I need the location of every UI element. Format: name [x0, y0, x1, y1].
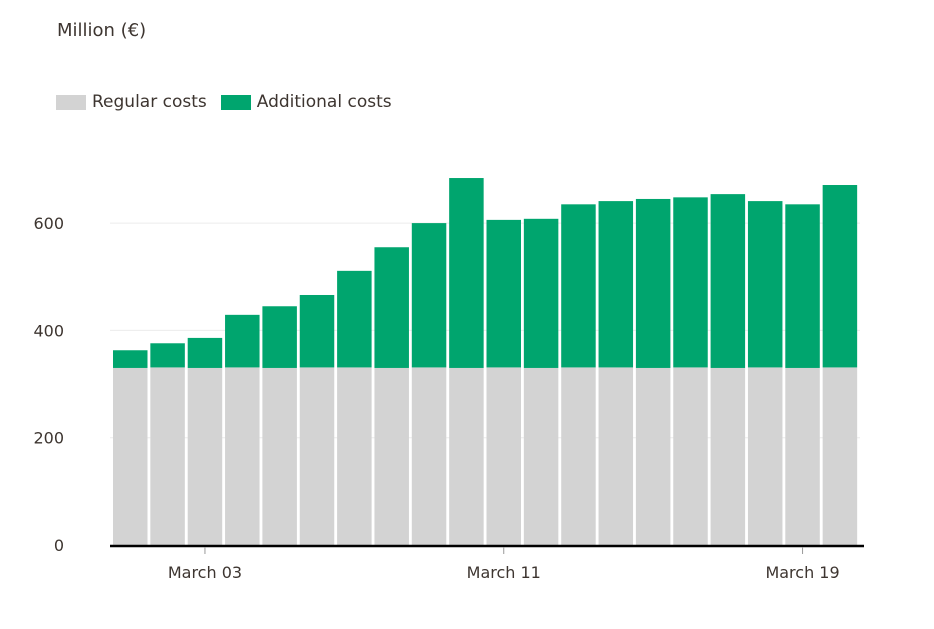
- bar-additional-costs: [486, 219, 521, 368]
- bar-additional-costs: [113, 350, 148, 368]
- y-tick-label: 400: [33, 321, 64, 340]
- bar-regular-costs: [561, 367, 596, 545]
- y-axis-unit-label: Million (€): [57, 20, 147, 41]
- bar-additional-costs: [710, 194, 746, 368]
- bar-additional-costs: [561, 204, 596, 368]
- bar-additional-costs: [374, 247, 409, 368]
- bar-additional-costs: [150, 343, 185, 368]
- bar-additional-costs: [523, 218, 559, 368]
- legend-swatch-regular: [56, 94, 86, 110]
- bar-additional-costs: [187, 337, 223, 368]
- bar-additional-costs: [337, 270, 372, 368]
- legend-label-regular: Regular costs: [92, 92, 207, 112]
- bar-regular-costs: [673, 367, 708, 545]
- bar-additional-costs: [635, 198, 671, 368]
- bar-additional-costs: [673, 197, 708, 368]
- bar-additional-costs: [411, 223, 447, 368]
- legend-label-additional: Additional costs: [256, 92, 392, 112]
- bar-regular-costs: [598, 367, 634, 545]
- bar-additional-costs: [598, 201, 634, 368]
- bar-regular-costs: [262, 367, 297, 545]
- y-tick-label: 200: [33, 429, 64, 448]
- bar-regular-costs: [299, 367, 335, 545]
- x-tick-label: March 11: [467, 563, 541, 582]
- bar-regular-costs: [523, 367, 559, 545]
- x-tick-label: March 19: [765, 563, 839, 582]
- y-tick-label: 600: [33, 214, 64, 233]
- bar-additional-costs: [225, 314, 260, 368]
- bar-regular-costs: [635, 367, 671, 545]
- bar-additional-costs: [785, 204, 820, 368]
- bar-regular-costs: [187, 367, 223, 545]
- bar-additional-costs: [299, 294, 335, 368]
- bar-regular-costs: [411, 367, 447, 545]
- bar-regular-costs: [486, 367, 521, 545]
- bar-regular-costs: [822, 367, 858, 545]
- bar-regular-costs: [337, 367, 372, 545]
- legend-item-additional: Additional costs: [220, 92, 392, 112]
- bar-regular-costs: [747, 367, 783, 545]
- bar-regular-costs: [150, 367, 185, 545]
- legend-item-regular: Regular costs: [56, 92, 207, 112]
- y-tick-label: 0: [54, 536, 64, 555]
- bar-regular-costs: [225, 367, 260, 545]
- bar-additional-costs: [822, 185, 858, 368]
- legend: Regular costs Additional costs: [56, 92, 406, 112]
- legend-swatch-additional: [220, 94, 251, 110]
- bar-regular-costs: [785, 367, 820, 545]
- bar-additional-costs: [262, 306, 297, 368]
- bar-regular-costs: [449, 367, 484, 545]
- bar-regular-costs: [710, 367, 746, 545]
- bar-regular-costs: [374, 367, 409, 545]
- bar-additional-costs: [449, 178, 484, 368]
- bar-additional-costs: [747, 201, 783, 368]
- x-tick-label: March 03: [168, 563, 242, 582]
- bar-regular-costs: [113, 367, 148, 545]
